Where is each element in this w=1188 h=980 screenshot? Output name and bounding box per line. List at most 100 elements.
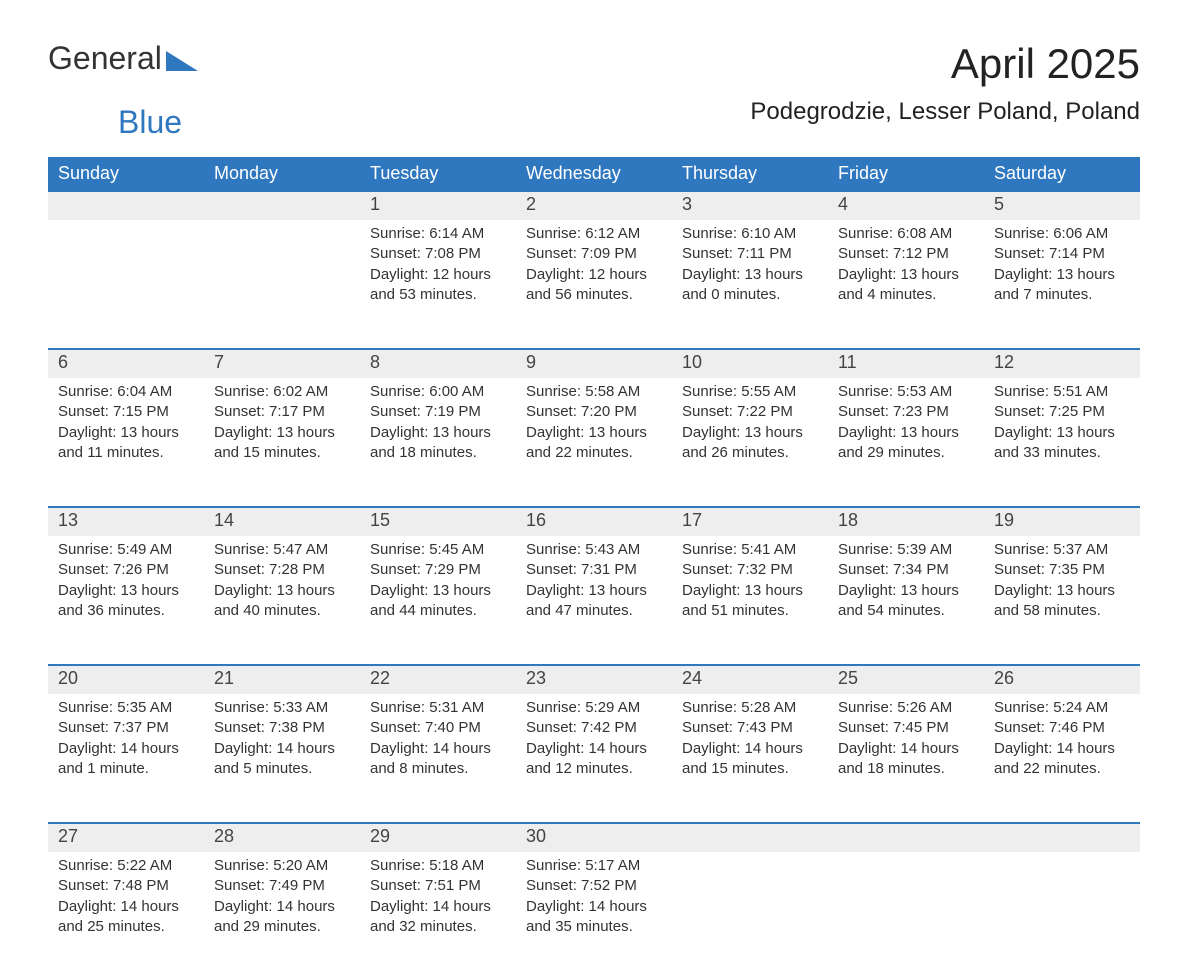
sunrise-text: Sunrise: 5:24 AM bbox=[994, 698, 1130, 718]
day-number-cell: 13 bbox=[48, 507, 204, 536]
sunrise-text: Sunrise: 6:04 AM bbox=[58, 382, 194, 402]
daylight2-text: and 44 minutes. bbox=[370, 601, 506, 621]
daylight1-text: Daylight: 12 hours bbox=[370, 265, 506, 285]
daylight1-text: Daylight: 13 hours bbox=[526, 423, 662, 443]
daylight1-text: Daylight: 13 hours bbox=[682, 265, 818, 285]
sunset-text: Sunset: 7:49 PM bbox=[214, 876, 350, 896]
day-number-cell: 3 bbox=[672, 191, 828, 220]
day-content-cell: Sunrise: 5:51 AMSunset: 7:25 PMDaylight:… bbox=[984, 378, 1140, 507]
daylight2-text: and 26 minutes. bbox=[682, 443, 818, 463]
daylight2-text: and 47 minutes. bbox=[526, 601, 662, 621]
day-number-cell: 21 bbox=[204, 665, 360, 694]
day-content-cell: Sunrise: 6:08 AMSunset: 7:12 PMDaylight:… bbox=[828, 220, 984, 349]
daylight2-text: and 32 minutes. bbox=[370, 917, 506, 937]
daylight2-text: and 0 minutes. bbox=[682, 285, 818, 305]
weekday-header: Saturday bbox=[984, 157, 1140, 191]
day-content-cell: Sunrise: 5:24 AMSunset: 7:46 PMDaylight:… bbox=[984, 694, 1140, 823]
daylight1-text: Daylight: 13 hours bbox=[58, 423, 194, 443]
day-number-cell: 19 bbox=[984, 507, 1140, 536]
daylight1-text: Daylight: 13 hours bbox=[526, 581, 662, 601]
day-content-cell: Sunrise: 5:37 AMSunset: 7:35 PMDaylight:… bbox=[984, 536, 1140, 665]
day-content-row: Sunrise: 5:22 AMSunset: 7:48 PMDaylight:… bbox=[48, 852, 1140, 980]
daylight2-text: and 25 minutes. bbox=[58, 917, 194, 937]
day-content-cell: Sunrise: 6:02 AMSunset: 7:17 PMDaylight:… bbox=[204, 378, 360, 507]
sunset-text: Sunset: 7:19 PM bbox=[370, 402, 506, 422]
daylight2-text: and 40 minutes. bbox=[214, 601, 350, 621]
daylight1-text: Daylight: 14 hours bbox=[994, 739, 1130, 759]
sunset-text: Sunset: 7:40 PM bbox=[370, 718, 506, 738]
daylight1-text: Daylight: 14 hours bbox=[58, 897, 194, 917]
day-content-cell: Sunrise: 5:53 AMSunset: 7:23 PMDaylight:… bbox=[828, 378, 984, 507]
daylight1-text: Daylight: 14 hours bbox=[682, 739, 818, 759]
daylight1-text: Daylight: 14 hours bbox=[214, 897, 350, 917]
day-number-cell: 28 bbox=[204, 823, 360, 852]
daylight1-text: Daylight: 12 hours bbox=[526, 265, 662, 285]
daylight1-text: Daylight: 13 hours bbox=[994, 423, 1130, 443]
daylight2-text: and 8 minutes. bbox=[370, 759, 506, 779]
sunrise-text: Sunrise: 5:41 AM bbox=[682, 540, 818, 560]
day-number-row: 13141516171819 bbox=[48, 507, 1140, 536]
day-content-cell bbox=[672, 852, 828, 980]
weekday-header: Sunday bbox=[48, 157, 204, 191]
sunrise-text: Sunrise: 5:37 AM bbox=[994, 540, 1130, 560]
daylight2-text: and 15 minutes. bbox=[682, 759, 818, 779]
daylight1-text: Daylight: 13 hours bbox=[214, 423, 350, 443]
sunrise-text: Sunrise: 5:29 AM bbox=[526, 698, 662, 718]
day-content-cell: Sunrise: 5:41 AMSunset: 7:32 PMDaylight:… bbox=[672, 536, 828, 665]
day-number-cell bbox=[828, 823, 984, 852]
sunrise-text: Sunrise: 5:53 AM bbox=[838, 382, 974, 402]
daylight2-text: and 29 minutes. bbox=[838, 443, 974, 463]
daylight2-text: and 22 minutes. bbox=[526, 443, 662, 463]
daylight1-text: Daylight: 13 hours bbox=[370, 581, 506, 601]
sunrise-text: Sunrise: 6:14 AM bbox=[370, 224, 506, 244]
sunset-text: Sunset: 7:51 PM bbox=[370, 876, 506, 896]
sunset-text: Sunset: 7:22 PM bbox=[682, 402, 818, 422]
daylight2-text: and 1 minute. bbox=[58, 759, 194, 779]
day-number-cell bbox=[984, 823, 1140, 852]
daylight2-text: and 18 minutes. bbox=[838, 759, 974, 779]
weekday-header: Wednesday bbox=[516, 157, 672, 191]
sunrise-text: Sunrise: 5:49 AM bbox=[58, 540, 194, 560]
day-number-cell: 5 bbox=[984, 191, 1140, 220]
sunset-text: Sunset: 7:48 PM bbox=[58, 876, 194, 896]
calendar-table: Sunday Monday Tuesday Wednesday Thursday… bbox=[48, 157, 1140, 980]
day-number-cell: 12 bbox=[984, 349, 1140, 378]
day-number-cell: 25 bbox=[828, 665, 984, 694]
day-number-cell bbox=[48, 191, 204, 220]
day-number-row: 12345 bbox=[48, 191, 1140, 220]
day-number-cell: 23 bbox=[516, 665, 672, 694]
daylight2-text: and 56 minutes. bbox=[526, 285, 662, 305]
sunset-text: Sunset: 7:08 PM bbox=[370, 244, 506, 264]
sunrise-text: Sunrise: 5:33 AM bbox=[214, 698, 350, 718]
sunset-text: Sunset: 7:28 PM bbox=[214, 560, 350, 580]
day-content-cell: Sunrise: 6:10 AMSunset: 7:11 PMDaylight:… bbox=[672, 220, 828, 349]
sunrise-text: Sunrise: 5:26 AM bbox=[838, 698, 974, 718]
weekday-header: Tuesday bbox=[360, 157, 516, 191]
day-content-cell: Sunrise: 5:18 AMSunset: 7:51 PMDaylight:… bbox=[360, 852, 516, 980]
daylight2-text: and 33 minutes. bbox=[994, 443, 1130, 463]
daylight1-text: Daylight: 13 hours bbox=[838, 581, 974, 601]
title-block: April 2025 Podegrodzie, Lesser Poland, P… bbox=[750, 40, 1140, 126]
day-number-cell: 9 bbox=[516, 349, 672, 378]
daylight2-text: and 54 minutes. bbox=[838, 601, 974, 621]
sunrise-text: Sunrise: 5:45 AM bbox=[370, 540, 506, 560]
day-content-cell: Sunrise: 5:58 AMSunset: 7:20 PMDaylight:… bbox=[516, 378, 672, 507]
daylight2-text: and 18 minutes. bbox=[370, 443, 506, 463]
day-content-row: Sunrise: 6:14 AMSunset: 7:08 PMDaylight:… bbox=[48, 220, 1140, 349]
day-content-cell: Sunrise: 6:06 AMSunset: 7:14 PMDaylight:… bbox=[984, 220, 1140, 349]
sunrise-text: Sunrise: 5:18 AM bbox=[370, 856, 506, 876]
day-number-cell: 1 bbox=[360, 191, 516, 220]
daylight2-text: and 53 minutes. bbox=[370, 285, 506, 305]
daylight2-text: and 58 minutes. bbox=[994, 601, 1130, 621]
day-number-cell: 27 bbox=[48, 823, 204, 852]
day-content-cell: Sunrise: 6:12 AMSunset: 7:09 PMDaylight:… bbox=[516, 220, 672, 349]
daylight1-text: Daylight: 14 hours bbox=[838, 739, 974, 759]
day-number-cell: 4 bbox=[828, 191, 984, 220]
sunset-text: Sunset: 7:46 PM bbox=[994, 718, 1130, 738]
day-number-row: 27282930 bbox=[48, 823, 1140, 852]
day-content-row: Sunrise: 5:35 AMSunset: 7:37 PMDaylight:… bbox=[48, 694, 1140, 823]
sunrise-text: Sunrise: 5:31 AM bbox=[370, 698, 506, 718]
logo-triangle-icon bbox=[166, 51, 198, 71]
day-number-cell: 6 bbox=[48, 349, 204, 378]
sunrise-text: Sunrise: 6:12 AM bbox=[526, 224, 662, 244]
